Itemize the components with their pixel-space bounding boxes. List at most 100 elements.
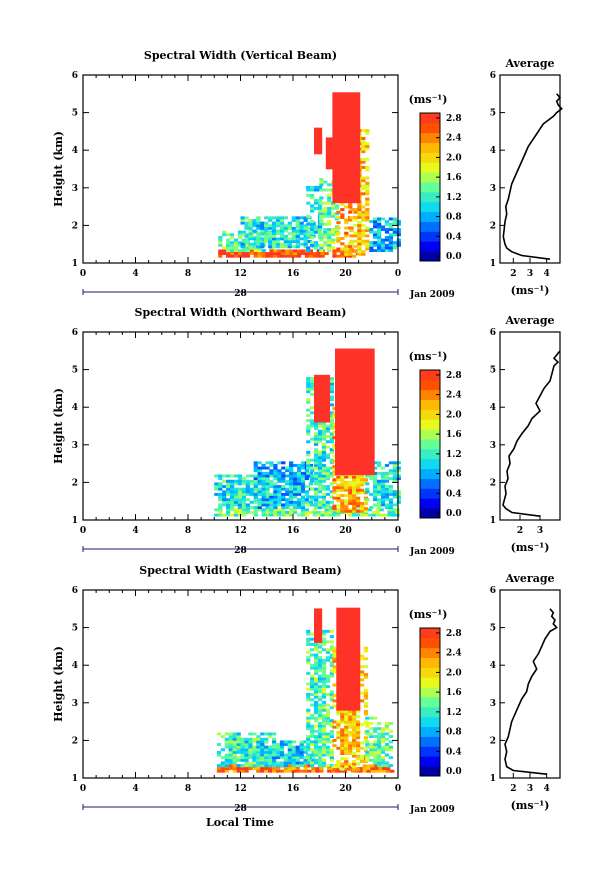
data-cell bbox=[325, 414, 331, 418]
data-cell bbox=[366, 469, 371, 473]
data-cell bbox=[356, 504, 361, 508]
data-cell bbox=[352, 254, 357, 258]
data-cell bbox=[306, 188, 311, 192]
data-cell bbox=[342, 422, 348, 426]
data-cell bbox=[354, 435, 359, 439]
avg-x-tick-label: 2 bbox=[510, 784, 516, 794]
data-cell bbox=[232, 748, 237, 752]
data-cell bbox=[310, 424, 315, 428]
data-cell bbox=[252, 219, 257, 222]
data-cell bbox=[321, 466, 327, 470]
data-cell bbox=[356, 126, 361, 130]
data-cell bbox=[352, 147, 357, 151]
data-cell bbox=[300, 503, 306, 507]
data-cell bbox=[380, 503, 386, 507]
data-cell bbox=[226, 246, 231, 250]
data-cell bbox=[323, 201, 328, 205]
data-cell bbox=[392, 228, 397, 231]
data-cell bbox=[362, 385, 367, 389]
data-cell bbox=[306, 408, 311, 412]
data-cell bbox=[299, 753, 304, 757]
data-cell bbox=[321, 495, 327, 499]
data-cell bbox=[269, 461, 274, 465]
data-cell bbox=[331, 201, 336, 205]
data-cell bbox=[222, 249, 227, 253]
data-cell bbox=[392, 474, 397, 478]
data-cell bbox=[308, 510, 313, 514]
data-cell bbox=[272, 750, 277, 754]
data-cell bbox=[346, 395, 352, 399]
data-cell bbox=[289, 495, 294, 499]
colorbar-segment bbox=[420, 657, 440, 668]
data-cell bbox=[335, 385, 340, 389]
data-cell bbox=[332, 160, 337, 164]
data-cell bbox=[275, 748, 281, 752]
data-cell bbox=[314, 442, 319, 446]
data-cell bbox=[392, 246, 397, 250]
data-cell bbox=[380, 217, 386, 221]
data-cell bbox=[256, 216, 261, 220]
data-cell bbox=[336, 94, 341, 98]
data-cell bbox=[272, 245, 277, 249]
data-cell bbox=[327, 235, 332, 239]
data-cell bbox=[346, 432, 352, 436]
data-cell bbox=[396, 461, 401, 465]
data-cell bbox=[265, 252, 270, 256]
data-cell bbox=[365, 743, 370, 746]
data-cell bbox=[370, 419, 375, 423]
data-cell bbox=[357, 242, 362, 246]
data-cell bbox=[361, 205, 366, 209]
data-cell bbox=[273, 463, 278, 467]
data-cell bbox=[384, 743, 390, 746]
data-cell bbox=[335, 356, 340, 360]
data-cell bbox=[354, 443, 359, 447]
data-cell bbox=[365, 147, 370, 151]
data-cell bbox=[222, 500, 227, 504]
data-cell bbox=[321, 406, 327, 410]
data-cell bbox=[356, 189, 361, 193]
data-cell bbox=[344, 501, 349, 505]
data-cell bbox=[327, 246, 332, 250]
data-cell bbox=[269, 495, 274, 499]
data-cell bbox=[306, 235, 311, 239]
data-cell bbox=[226, 252, 231, 256]
data-cell bbox=[352, 129, 357, 133]
data-cell bbox=[285, 469, 290, 473]
data-cell bbox=[359, 507, 365, 511]
data-cell bbox=[354, 348, 359, 352]
avg-x-tick-label: 4 bbox=[544, 269, 550, 279]
data-cell bbox=[346, 438, 352, 441]
data-cell bbox=[348, 205, 353, 209]
data-cell bbox=[348, 628, 353, 632]
data-cell bbox=[314, 706, 319, 710]
data-cell bbox=[348, 165, 353, 169]
data-cell bbox=[269, 474, 274, 478]
data-cell bbox=[352, 475, 357, 479]
data-cell bbox=[346, 414, 352, 418]
data-cell bbox=[233, 479, 239, 483]
data-cell bbox=[353, 239, 358, 243]
data-cell bbox=[344, 102, 349, 106]
colorbar-segment bbox=[420, 241, 440, 252]
data-cell bbox=[272, 756, 277, 760]
data-cell bbox=[342, 393, 348, 397]
data-cell bbox=[363, 480, 369, 484]
data-cell bbox=[366, 382, 371, 386]
data-cell bbox=[356, 736, 361, 740]
data-cell bbox=[240, 756, 245, 760]
data-cell bbox=[338, 382, 344, 386]
data-cell bbox=[356, 707, 361, 711]
data-cell bbox=[361, 150, 366, 154]
data-cell bbox=[350, 448, 355, 452]
colorbar-segment bbox=[420, 508, 440, 519]
data-cell bbox=[356, 176, 361, 180]
data-cell bbox=[348, 641, 353, 645]
data-cell bbox=[336, 678, 341, 682]
data-cell bbox=[342, 438, 348, 441]
data-cell bbox=[319, 769, 324, 773]
data-cell bbox=[296, 252, 302, 256]
data-cell bbox=[369, 477, 374, 481]
data-cell bbox=[356, 631, 361, 635]
data-cell bbox=[323, 206, 328, 210]
